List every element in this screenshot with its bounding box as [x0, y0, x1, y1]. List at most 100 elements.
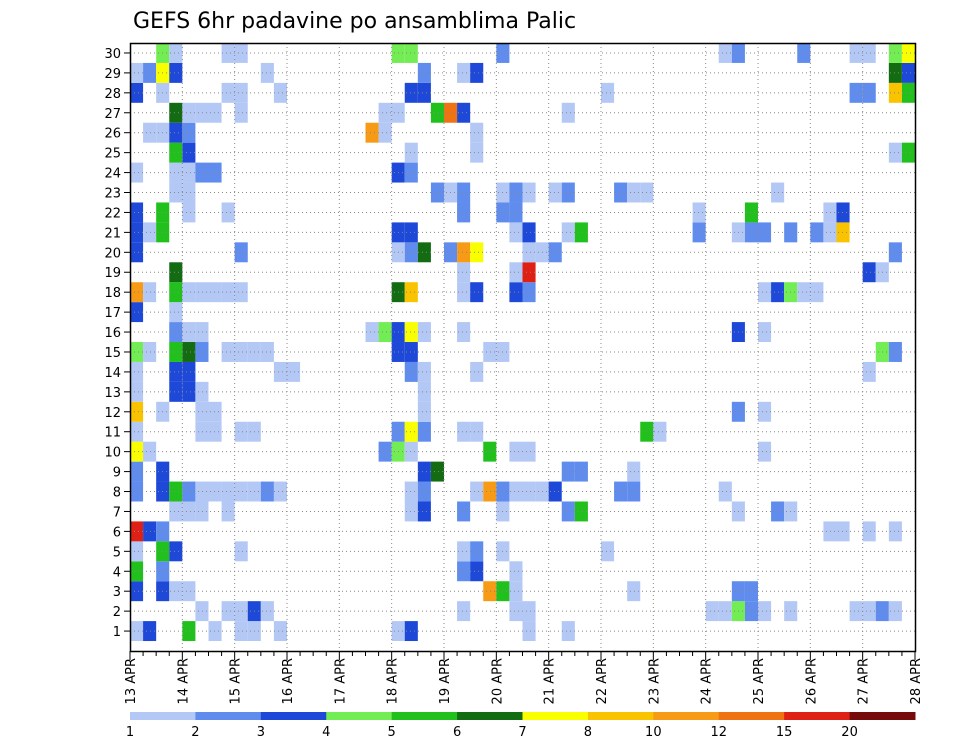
heatmap-cell	[836, 521, 850, 542]
heatmap-cell	[273, 621, 287, 642]
heatmap-cell	[234, 541, 248, 562]
heatmap-cell	[404, 242, 418, 263]
heatmap-cell	[260, 342, 274, 362]
heatmap-cell	[430, 461, 444, 482]
heatmap-cell	[470, 361, 484, 382]
heatmap-cell	[273, 82, 287, 103]
heatmap-cell	[509, 282, 523, 303]
heatmap-cell	[182, 142, 196, 163]
heatmap-cell	[260, 62, 274, 83]
heatmap-cell	[627, 182, 641, 203]
heatmap-cell	[901, 82, 915, 103]
y-tick-label: 7	[113, 505, 121, 520]
heatmap-cell	[221, 82, 235, 103]
heatmap-cell	[130, 361, 144, 382]
heatmap-cell	[182, 202, 196, 223]
heatmap-cell	[130, 302, 144, 323]
heatmap-cell	[221, 282, 235, 303]
heatmap-cell	[130, 481, 144, 502]
heatmap-cell	[705, 601, 719, 622]
heatmap-cell	[182, 282, 196, 303]
heatmap-cell	[614, 182, 628, 203]
heatmap-cell	[195, 322, 209, 343]
heatmap-cell	[130, 461, 144, 482]
heatmap-cell	[404, 142, 418, 163]
heatmap-cell	[758, 601, 772, 622]
heatmap-cell	[273, 481, 287, 502]
heatmap-cell	[470, 481, 484, 502]
heatmap-cell	[561, 182, 575, 203]
heatmap-cell	[509, 222, 523, 243]
heatmap-cell	[195, 282, 209, 303]
heatmap-cell	[548, 481, 562, 502]
heatmap-cell	[810, 222, 824, 243]
y-tick-label: 4	[113, 565, 121, 580]
y-tick-label: 12	[104, 406, 121, 421]
heatmap-cell	[130, 401, 144, 422]
y-tick-label: 30	[104, 47, 121, 62]
heatmap-cell	[509, 601, 523, 622]
heatmap-cell	[509, 182, 523, 203]
legend-label: 4	[322, 725, 330, 740]
heatmap-cell	[234, 601, 248, 622]
heatmap-cell	[221, 43, 235, 63]
heatmap-cell	[718, 43, 732, 63]
heatmap-cell	[182, 501, 196, 522]
heatmap-cell	[823, 202, 837, 223]
heatmap-cell	[208, 162, 222, 183]
legend-swatch	[849, 712, 916, 720]
y-axis: 1234567891011121314151617181920212223242…	[104, 47, 130, 640]
heatmap-cell	[182, 182, 196, 203]
heatmap-cell	[901, 62, 915, 83]
heatmap-cell	[143, 521, 157, 542]
legend-label: 7	[518, 725, 526, 740]
x-tick-label: 26 APR	[804, 658, 819, 704]
heatmap-cell	[208, 421, 222, 442]
heatmap-cell	[771, 182, 785, 203]
x-tick-label: 13 APR	[124, 658, 139, 704]
heatmap-cell	[378, 102, 392, 123]
heatmap-cell	[470, 541, 484, 562]
heatmap-cell	[470, 142, 484, 163]
heatmap-cell	[457, 102, 471, 123]
legend-swatch	[130, 712, 196, 720]
heatmap-cell	[169, 481, 183, 502]
heatmap-cell	[234, 282, 248, 303]
heatmap-cell	[522, 441, 536, 462]
heatmap-cell	[195, 601, 209, 622]
x-tick-label: 14 APR	[176, 658, 191, 704]
heatmap-cell	[457, 561, 471, 582]
heatmap-cell	[758, 401, 772, 422]
heatmap-cell	[509, 581, 523, 602]
legend-label: 20	[841, 725, 858, 740]
heatmap-cell	[130, 242, 144, 263]
legend-label: 6	[453, 725, 461, 740]
heatmap-cell	[797, 282, 811, 303]
heatmap-cell	[470, 242, 484, 263]
heatmap-cell	[130, 381, 144, 402]
heatmap-cell	[888, 521, 902, 542]
heatmap-cell	[130, 521, 144, 542]
heatmap-cell	[404, 82, 418, 103]
y-tick-label: 13	[104, 386, 121, 401]
x-axis: 13 APR 14 APR 15 APR 16 APR 17 APR 18 APR 19 A…	[124, 651, 924, 704]
heatmap-cell	[561, 102, 575, 123]
heatmap-cell	[365, 122, 379, 143]
heatmap-cell	[692, 222, 706, 243]
x-tick-label: 27 APR	[857, 658, 872, 704]
heatmap-cell	[561, 501, 575, 522]
legend-swatch	[587, 712, 654, 720]
y-tick-label: 22	[104, 206, 121, 221]
heatmap-cell	[718, 481, 732, 502]
heatmap-cell	[208, 481, 222, 502]
x-tick-label: 22 APR	[595, 658, 610, 704]
heatmap-cell	[417, 82, 431, 103]
heatmap-cell	[509, 481, 523, 502]
heatmap-cell	[417, 242, 431, 263]
heatmap-cell	[234, 421, 248, 442]
heatmap-cell	[287, 361, 301, 382]
heatmap-cell	[758, 322, 772, 343]
heatmap-cell	[457, 202, 471, 223]
heatmap-cell	[182, 122, 196, 143]
